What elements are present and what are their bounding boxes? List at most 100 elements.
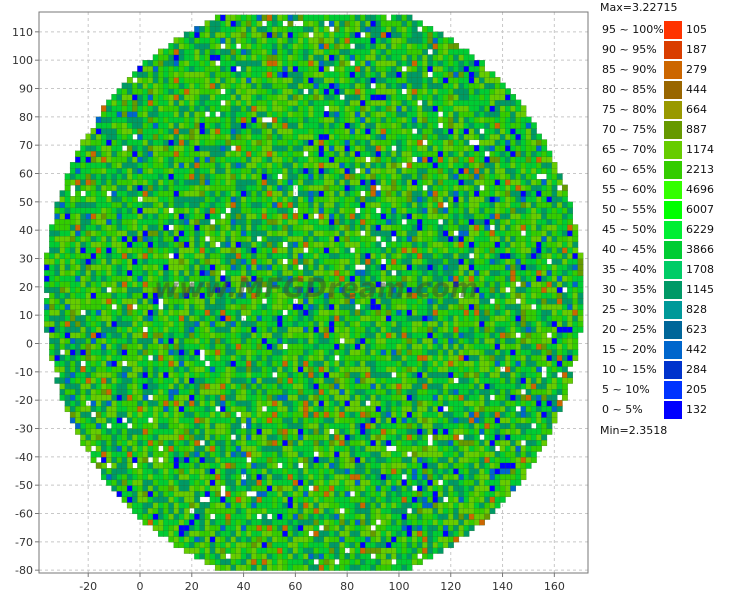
- wafer-cell: [142, 320, 149, 328]
- wafer-cell: [90, 264, 97, 271]
- wafer-cell: [235, 541, 242, 549]
- wafer-cell: [453, 400, 460, 407]
- wafer-cell: [168, 428, 175, 435]
- wafer-cell: [577, 315, 584, 322]
- wafer-cell: [271, 451, 278, 458]
- wafer-cell: [204, 502, 211, 509]
- wafer-cell: [484, 496, 491, 503]
- wafer-cell: [44, 320, 50, 328]
- wafer-cell: [271, 411, 278, 418]
- wafer-cell: [106, 400, 113, 407]
- wafer-cell: [235, 360, 242, 367]
- wafer-cell: [442, 247, 449, 254]
- wafer-cell: [453, 428, 460, 435]
- wafer-cell: [427, 462, 434, 469]
- wafer-cell: [297, 309, 304, 316]
- wafer-cell: [132, 269, 138, 277]
- wafer-cell: [334, 468, 340, 475]
- wafer-cell: [90, 320, 97, 328]
- wafer-cell: [204, 490, 211, 498]
- wafer-cell: [416, 360, 423, 367]
- wafer-cell: [178, 473, 185, 481]
- wafer-cell: [505, 428, 511, 435]
- wafer-cell: [54, 349, 61, 356]
- wafer-cell: [359, 547, 366, 554]
- wafer-cell: [106, 264, 113, 271]
- wafer-cell: [344, 428, 351, 435]
- wafer-cell: [484, 303, 491, 311]
- wafer-cell: [230, 400, 237, 407]
- wafer-cell: [85, 434, 92, 441]
- wafer-cell: [448, 524, 454, 532]
- wafer-cell: [437, 326, 444, 333]
- wafer-cell: [541, 309, 548, 316]
- wafer-cell: [173, 252, 180, 260]
- wafer-cell: [380, 354, 387, 362]
- wafer-cell: [453, 439, 460, 447]
- wafer-cell: [137, 428, 144, 435]
- wafer-cell: [561, 360, 568, 367]
- wafer-cell: [530, 439, 537, 447]
- wafer-cell: [256, 394, 263, 401]
- wafer-cell: [505, 360, 511, 367]
- wafer-cell: [380, 371, 387, 379]
- wafer-cell: [256, 473, 263, 481]
- wafer-cell: [157, 400, 164, 407]
- wafer-cell: [432, 439, 439, 447]
- wafer-cell: [334, 507, 340, 515]
- wafer-cell: [137, 513, 144, 520]
- wafer-cell: [551, 269, 558, 277]
- wafer-cell: [448, 445, 454, 452]
- wafer-cell: [116, 473, 123, 481]
- wafer-cell: [157, 513, 164, 520]
- wafer-cell: [271, 456, 278, 464]
- wafer-cell: [546, 428, 553, 435]
- wafer-cell: [354, 468, 361, 475]
- wafer-cell: [308, 360, 315, 367]
- wafer-cell: [473, 468, 480, 475]
- wafer-cell: [147, 519, 154, 526]
- wafer-cell: [80, 383, 87, 390]
- wafer-cell: [442, 354, 449, 362]
- wafer-cell: [525, 462, 532, 469]
- wafer-cell: [416, 332, 423, 339]
- wafer-cell: [292, 519, 299, 526]
- wafer-cell: [406, 366, 413, 373]
- wafer-cell: [479, 298, 485, 305]
- wafer-cell: [323, 451, 330, 458]
- wafer-cell: [494, 468, 501, 475]
- wafer-cell: [137, 258, 144, 265]
- wafer-cell: [334, 496, 340, 503]
- wafer-cell: [303, 258, 309, 265]
- wafer-cell: [246, 411, 252, 418]
- wafer-cell: [396, 558, 403, 566]
- wafer-cell: [303, 309, 309, 316]
- wafer-cell: [287, 434, 294, 441]
- wafer-cell: [69, 377, 76, 384]
- wafer-cell: [261, 383, 268, 390]
- wafer-cell: [204, 536, 211, 543]
- wafer-cell: [287, 445, 294, 452]
- wafer-cell: [546, 349, 553, 356]
- wafer-cell: [416, 530, 423, 537]
- wafer-cell: [416, 388, 423, 396]
- wafer-cell: [132, 298, 138, 305]
- wafer-cell: [214, 564, 221, 571]
- wafer-cell: [54, 286, 61, 294]
- wafer-cell: [111, 315, 118, 322]
- wafer-cell: [385, 400, 392, 407]
- wafer-cell: [432, 349, 439, 356]
- wafer-cell: [137, 320, 144, 328]
- wafer-cell: [173, 264, 180, 271]
- wafer-cell: [163, 343, 170, 350]
- wafer-cell: [463, 388, 470, 396]
- wafer-cell: [225, 434, 232, 441]
- wafer-cell: [266, 496, 273, 503]
- wafer-cell: [432, 462, 439, 469]
- wafer-cell: [214, 309, 221, 316]
- wafer-cell: [282, 400, 289, 407]
- wafer-cell: [173, 496, 180, 503]
- wafer-cell: [385, 479, 392, 486]
- wafer-cell: [101, 258, 107, 265]
- wafer-cell: [163, 326, 170, 333]
